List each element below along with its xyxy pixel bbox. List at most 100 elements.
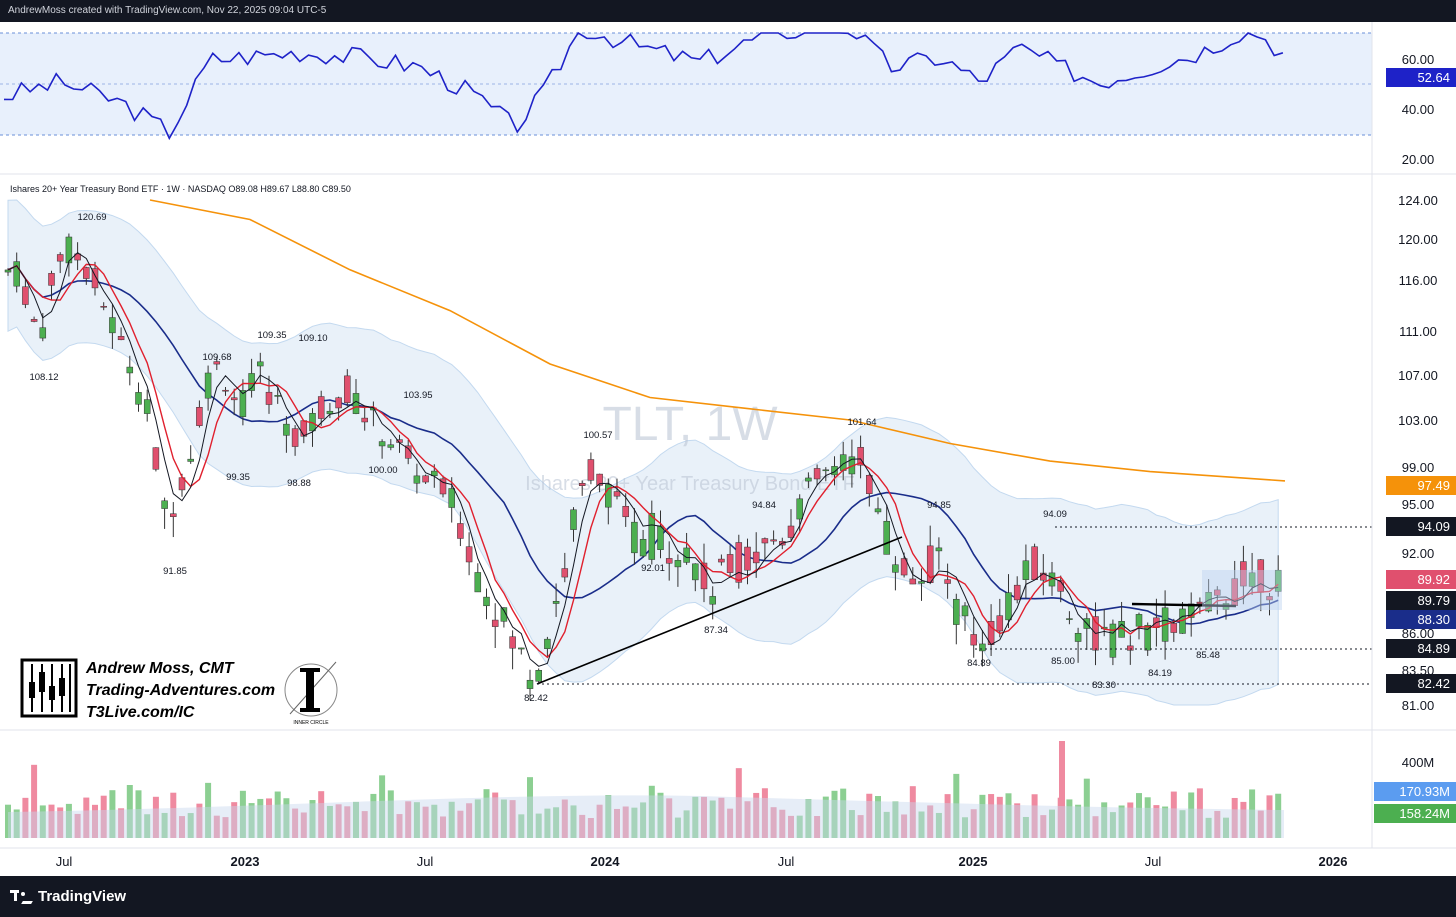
volume-spike-bar <box>1059 741 1065 838</box>
price-annotation: 120.69 <box>77 212 106 223</box>
candle-body <box>883 520 890 555</box>
chart-frame[interactable]: 60.00 40.00 20.00 TLT, 1W Ishares 20+ Ye… <box>0 22 1456 876</box>
candle-body <box>230 397 238 401</box>
candle-body <box>152 447 160 470</box>
volume-bar <box>779 809 786 838</box>
volume-badge-blue: 170.93M <box>1374 782 1456 801</box>
time-label: Jul <box>56 854 73 869</box>
volume-bar <box>126 784 133 838</box>
time-label: Jul <box>778 854 795 869</box>
candle-body <box>1170 623 1178 633</box>
rsi-value-text: 52.64 <box>1417 70 1450 85</box>
price-annotation: 100.57 <box>583 430 612 441</box>
volume-bar <box>857 815 864 838</box>
candle-body <box>1187 603 1195 618</box>
candle-body <box>631 521 638 554</box>
candle-body <box>1022 560 1030 580</box>
candle-body <box>605 484 612 508</box>
volume-bar <box>457 810 464 838</box>
candle-body <box>857 447 864 466</box>
candle-body <box>1196 601 1204 604</box>
volume-bar <box>848 810 855 838</box>
brand-site-2: T3Live.com/IC <box>86 704 195 721</box>
volume-bar <box>596 804 603 838</box>
consolidation-box[interactable] <box>1202 570 1282 610</box>
candle-body <box>526 679 534 689</box>
candle-body <box>274 395 281 397</box>
volume-bar <box>1170 791 1177 838</box>
price-badge: 89.92 <box>1386 570 1456 589</box>
candle-body <box>509 636 516 649</box>
candle-body <box>387 444 395 448</box>
volume-bar <box>222 817 229 838</box>
candle-body <box>796 498 803 520</box>
tradingview-logo[interactable]: TradingView <box>10 888 126 905</box>
candle-body <box>56 254 64 262</box>
volume-bar <box>614 808 620 838</box>
price-annotation: 100.00 <box>368 465 397 476</box>
volume-bar <box>57 807 64 838</box>
volume-bar <box>683 810 690 838</box>
inner-circle-i-bottom <box>300 708 320 712</box>
candle-body <box>831 466 838 476</box>
ma-fast-line <box>7 263 1279 659</box>
volume-bar <box>918 811 925 838</box>
candle-body <box>613 491 621 497</box>
candle-body <box>378 441 386 447</box>
price-annotation: 108.12 <box>29 372 58 383</box>
candle-body <box>500 607 508 622</box>
candle-body <box>866 474 873 494</box>
trendline[interactable] <box>536 536 903 685</box>
volume-bar <box>840 788 847 838</box>
volume-bar <box>509 800 516 838</box>
candle-body <box>744 546 751 571</box>
candle-body <box>822 469 830 472</box>
volume-bar <box>1109 812 1116 838</box>
volume-bar <box>944 794 951 838</box>
candle-body <box>535 669 542 682</box>
volume-bar <box>761 788 768 838</box>
candle-body <box>552 601 560 604</box>
branding-block: Andrew Moss, CMT Trading-Adventures.com … <box>20 658 338 726</box>
candle-body <box>918 581 925 584</box>
candle-body <box>361 417 368 423</box>
volume-bar <box>22 797 29 838</box>
resistance-line[interactable] <box>1131 602 1237 608</box>
candle-body <box>1248 572 1256 587</box>
tlt-weekly-chart[interactable]: 60.00 40.00 20.00 TLT, 1W Ishares 20+ Ye… <box>0 22 1456 876</box>
price-annotation: 99.35 <box>226 472 250 483</box>
candle-body <box>518 647 525 650</box>
candle-body <box>1135 614 1143 627</box>
candle-body <box>1214 589 1221 596</box>
volume-bar <box>1196 788 1203 838</box>
candle-body <box>283 423 290 436</box>
candle-body <box>474 572 482 593</box>
volume-panel: 400M <box>5 741 1434 838</box>
volume-bar <box>927 805 934 838</box>
volume-bar <box>1083 778 1090 838</box>
volume-bar <box>387 790 394 838</box>
volume-bar <box>13 809 20 838</box>
volume-bar <box>1162 806 1169 838</box>
volume-bar <box>118 808 125 838</box>
candle-body <box>718 558 725 563</box>
volume-bar <box>231 802 238 838</box>
candle-body <box>344 375 351 403</box>
candle-body <box>578 483 586 486</box>
volume-bar <box>1214 810 1221 838</box>
volume-bar <box>909 786 916 838</box>
inner-circle-logo-icon <box>284 663 338 717</box>
candle-body <box>979 643 986 652</box>
volume-bar <box>1127 802 1134 838</box>
volume-bar <box>996 796 1003 838</box>
volume-bar <box>935 812 942 838</box>
inner-circle-caption: INNER CIRCLE <box>293 720 329 726</box>
volume-bar <box>448 801 455 838</box>
volume-bar <box>196 803 203 838</box>
volume-bar <box>1223 817 1229 838</box>
candle-body <box>805 477 812 482</box>
candle-body <box>735 542 743 583</box>
candle-body <box>491 619 499 627</box>
brand-site: Trading-Adventures.com <box>86 682 275 699</box>
volume-bar <box>344 806 351 838</box>
